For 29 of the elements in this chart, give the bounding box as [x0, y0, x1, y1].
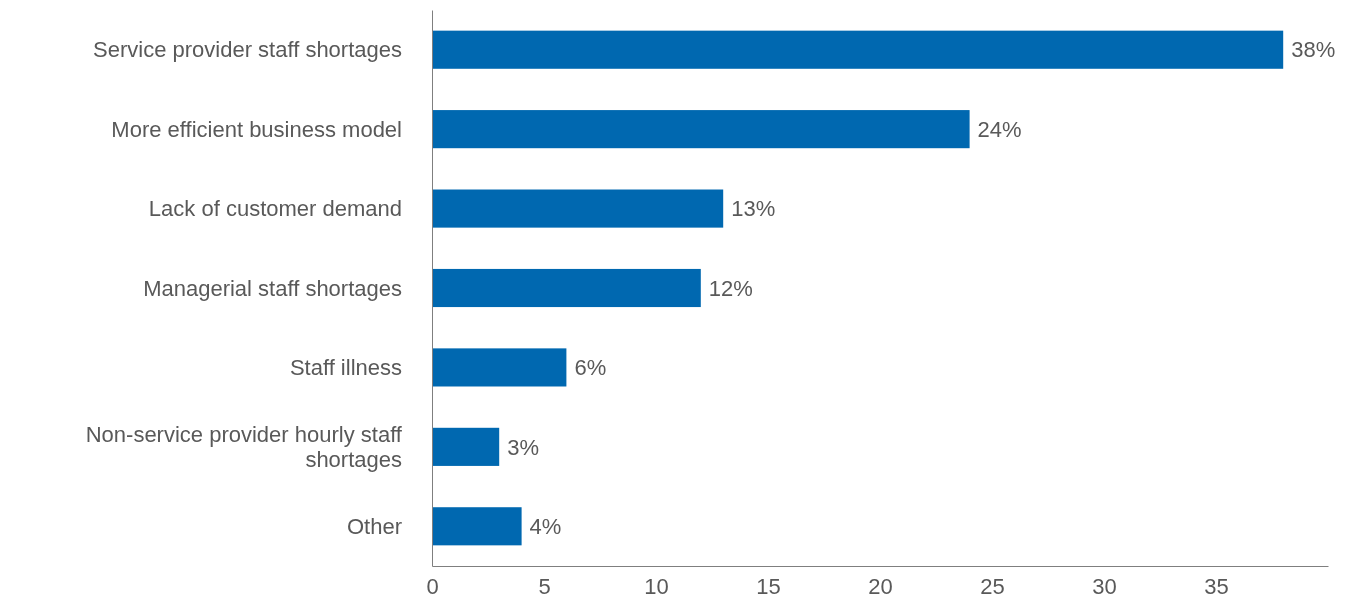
x-tick-label: 30: [1092, 573, 1117, 599]
bar: [432, 189, 724, 228]
x-tick-label: 10: [644, 573, 669, 599]
bar: [432, 268, 701, 308]
data-label: 12%: [708, 275, 753, 301]
data-label: 24%: [977, 116, 1022, 142]
x-tick-label: 25: [980, 573, 1005, 599]
data-label: 38%: [1291, 37, 1336, 63]
bar: [432, 30, 1284, 69]
x-tick-label: 5: [538, 573, 551, 599]
bar: [432, 427, 500, 466]
y-tick-label: Other: [346, 513, 402, 539]
y-tick-label: Non-service provider hourly staff shortages: [85, 422, 403, 472]
data-label: 6%: [574, 355, 607, 381]
data-label: 4%: [529, 513, 562, 539]
x-tick-label: 15: [756, 573, 781, 599]
bar: [432, 507, 522, 546]
bar: [432, 110, 970, 149]
x-tick-label: 0: [426, 573, 439, 599]
y-tick-label: More efficient business model: [111, 116, 402, 142]
y-tick-label: Service provider staff shortages: [93, 37, 402, 63]
bar: [432, 348, 567, 387]
x-tick-label: 20: [868, 573, 893, 599]
y-tick-label: Staff illness: [289, 355, 402, 381]
data-label: 13%: [731, 196, 776, 222]
y-tick-label: Lack of customer demand: [148, 196, 402, 222]
data-label: 3%: [507, 434, 539, 460]
y-tick-label: Managerial staff shortages: [143, 275, 402, 301]
x-tick-label: 35: [1204, 573, 1229, 599]
